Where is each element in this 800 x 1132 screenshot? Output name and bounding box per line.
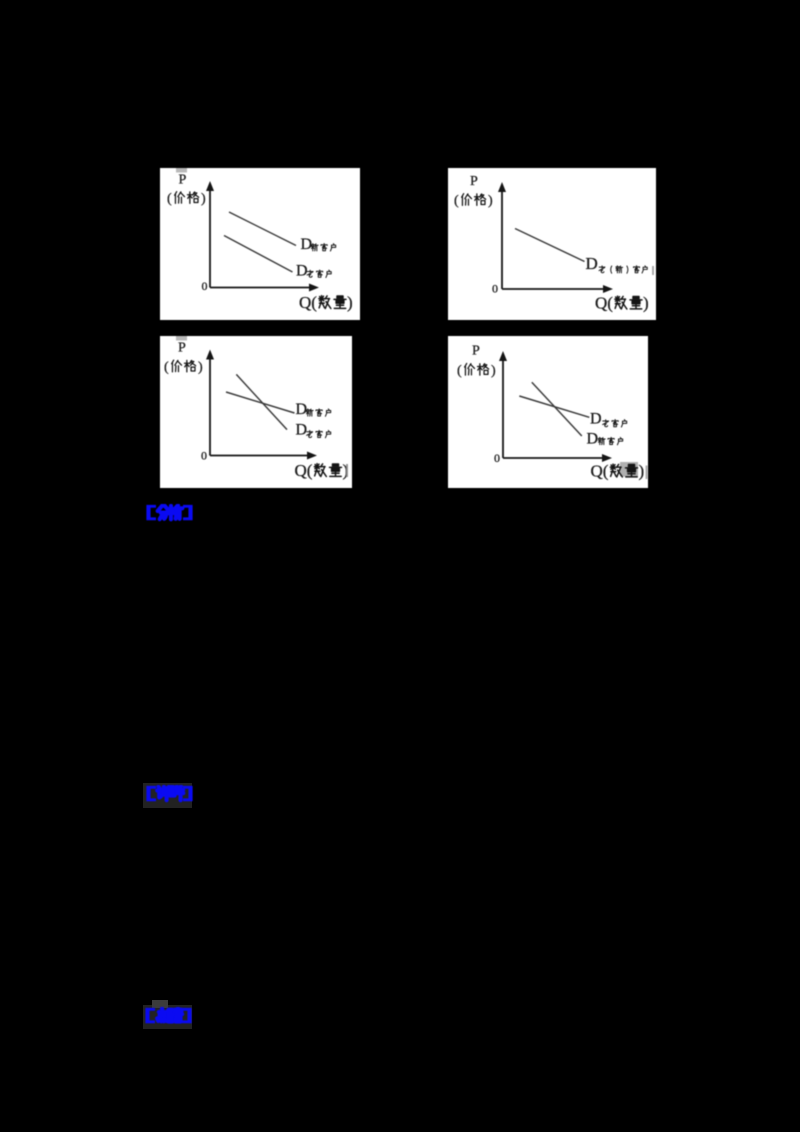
svg-text:D: D (296, 263, 308, 280)
svg-text:0: 0 (202, 279, 208, 293)
svg-text:): ) (491, 363, 496, 378)
svg-text:(: ( (167, 192, 172, 207)
svg-text:): ) (639, 462, 645, 481)
svg-text:0: 0 (494, 451, 500, 465)
svg-text:D: D (296, 401, 308, 418)
svg-text:P: P (179, 173, 187, 188)
svg-text:0: 0 (201, 449, 207, 463)
svg-text:(: ( (454, 194, 459, 209)
svg-text:(: ( (457, 363, 462, 378)
svg-text:Q(: Q( (591, 462, 609, 481)
svg-text:): ) (643, 294, 649, 313)
svg-text:0: 0 (492, 282, 498, 296)
svg-text:Q(: Q( (299, 293, 317, 312)
svg-text:(: ( (164, 360, 169, 375)
svg-text:D: D (587, 431, 599, 448)
svg-text:Q(: Q( (595, 294, 613, 313)
svg-text:): ) (198, 360, 203, 375)
svg-text:): ) (488, 194, 493, 209)
svg-text:D: D (586, 254, 598, 273)
svg-text:D: D (301, 236, 313, 253)
svg-text:): ) (347, 293, 353, 312)
svg-text:): ) (201, 192, 206, 207)
svg-text:P: P (472, 344, 480, 359)
svg-text:): ) (343, 461, 349, 480)
svg-text:P: P (470, 174, 478, 189)
svg-text:D: D (590, 411, 602, 428)
svg-text:D: D (296, 422, 308, 439)
svg-text:P: P (178, 341, 186, 356)
svg-text:Q(: Q( (295, 461, 313, 480)
